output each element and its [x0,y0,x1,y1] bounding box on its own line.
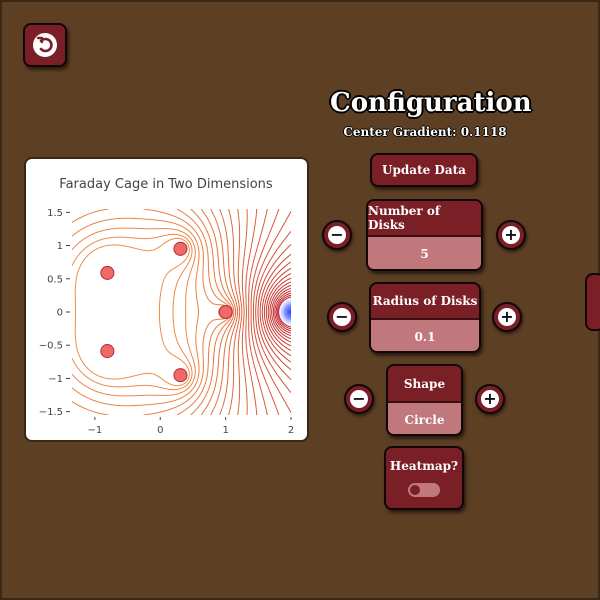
contour-line [252,211,291,413]
disk-marker [173,368,188,383]
number-of-disks-label: Number of Disks [368,201,481,235]
heatmap-label: Heatmap? [389,459,459,473]
contour-line [241,209,248,415]
back-button[interactable] [23,23,67,67]
shape-value: Circle [388,401,461,434]
contour-line [190,209,233,415]
radius-increment-button[interactable]: + [492,302,522,332]
contour-line [265,273,291,351]
contour-line [245,209,258,415]
x-tick-label: 1 [222,425,228,436]
contour-line [228,209,241,415]
contour-line [272,287,291,337]
contour-line [72,227,229,397]
toggle-knob [410,485,420,495]
disk-marker [100,265,115,280]
contour-lines [72,209,291,415]
heatmap-control: Heatmap? [384,446,464,510]
contour-line [278,296,291,328]
x-tick-label: −1 [88,425,103,436]
contour-line [255,230,291,394]
contour-line [72,209,231,415]
x-tick-label: 2 [288,425,294,436]
minus-icon: − [328,226,346,244]
contour-line [176,209,232,415]
contour-line [259,253,291,371]
y-tick-label: 0.5 [47,274,63,285]
disk-marker [218,304,233,320]
radius-of-disks-control: Radius of Disks 0.1 [369,282,481,353]
y-tick-label: −0.5 [39,341,63,352]
disk-marker [173,241,188,256]
shape-next-button[interactable]: + [475,384,505,414]
plus-icon: + [498,308,516,326]
contour-line [267,277,291,347]
y-tick-label: −1.5 [39,407,63,418]
y-tick-label: 1.5 [47,208,63,219]
undo-arrow-icon [33,33,57,57]
plus-icon: + [502,226,520,244]
chart-title: Faraday Cage in Two Dimensions [59,177,273,192]
contour-line [275,292,291,332]
radius-of-disks-value: 0.1 [371,318,479,351]
contour-line [248,209,268,415]
minus-icon: − [333,308,351,326]
side-panel-tab[interactable] [585,273,600,331]
contour-line [210,209,237,415]
number-of-disks-value: 5 [368,235,481,269]
contour-line [237,209,243,415]
contour-line [261,261,291,363]
contour-plot: Faraday Cage in Two Dimensions −1 0 1 2 1.5 1… [39,177,294,436]
number-of-disks-control: Number of Disks 5 [366,199,483,271]
disk-marker [100,344,115,359]
shape-previous-button[interactable]: − [344,384,374,414]
contour-line [271,284,291,340]
contour-line [72,217,230,407]
disks-increment-button[interactable]: + [496,220,526,250]
update-data-button[interactable]: Update Data [370,153,478,187]
contour-line [276,294,291,330]
x-tick-label: 0 [157,425,163,436]
contour-line [74,237,228,387]
contour-line [250,209,280,415]
y-tick-label: −1 [48,374,63,385]
plot-card: Faraday Cage in Two Dimensions −1 0 1 2 1.5 1… [24,157,309,442]
plus-icon: + [481,390,499,408]
contour-line [72,233,229,391]
contour-line [200,209,235,415]
contour-line [269,281,291,343]
radius-decrement-button[interactable]: − [327,302,357,332]
config-title: Configuration [330,88,532,118]
heatmap-toggle[interactable] [408,483,440,497]
radius-of-disks-label: Radius of Disks [371,284,479,318]
chart-marks: −1 0 1 2 1.5 1 0.5 0 −0.5 −1 −1.5 [39,208,294,436]
y-tick-label: 1 [57,241,63,252]
contour-line [263,267,291,357]
y-tick-label: 0 [57,308,63,319]
contour-line [274,290,291,334]
disks-decrement-button[interactable]: − [322,220,352,250]
contour-line [257,244,291,380]
shape-control: Shape Circle [386,364,463,436]
contour-line [219,209,239,415]
minus-icon: − [350,390,368,408]
shape-label: Shape [388,366,461,401]
center-gradient-readout: Center Gradient: 0.1118 [343,125,507,139]
